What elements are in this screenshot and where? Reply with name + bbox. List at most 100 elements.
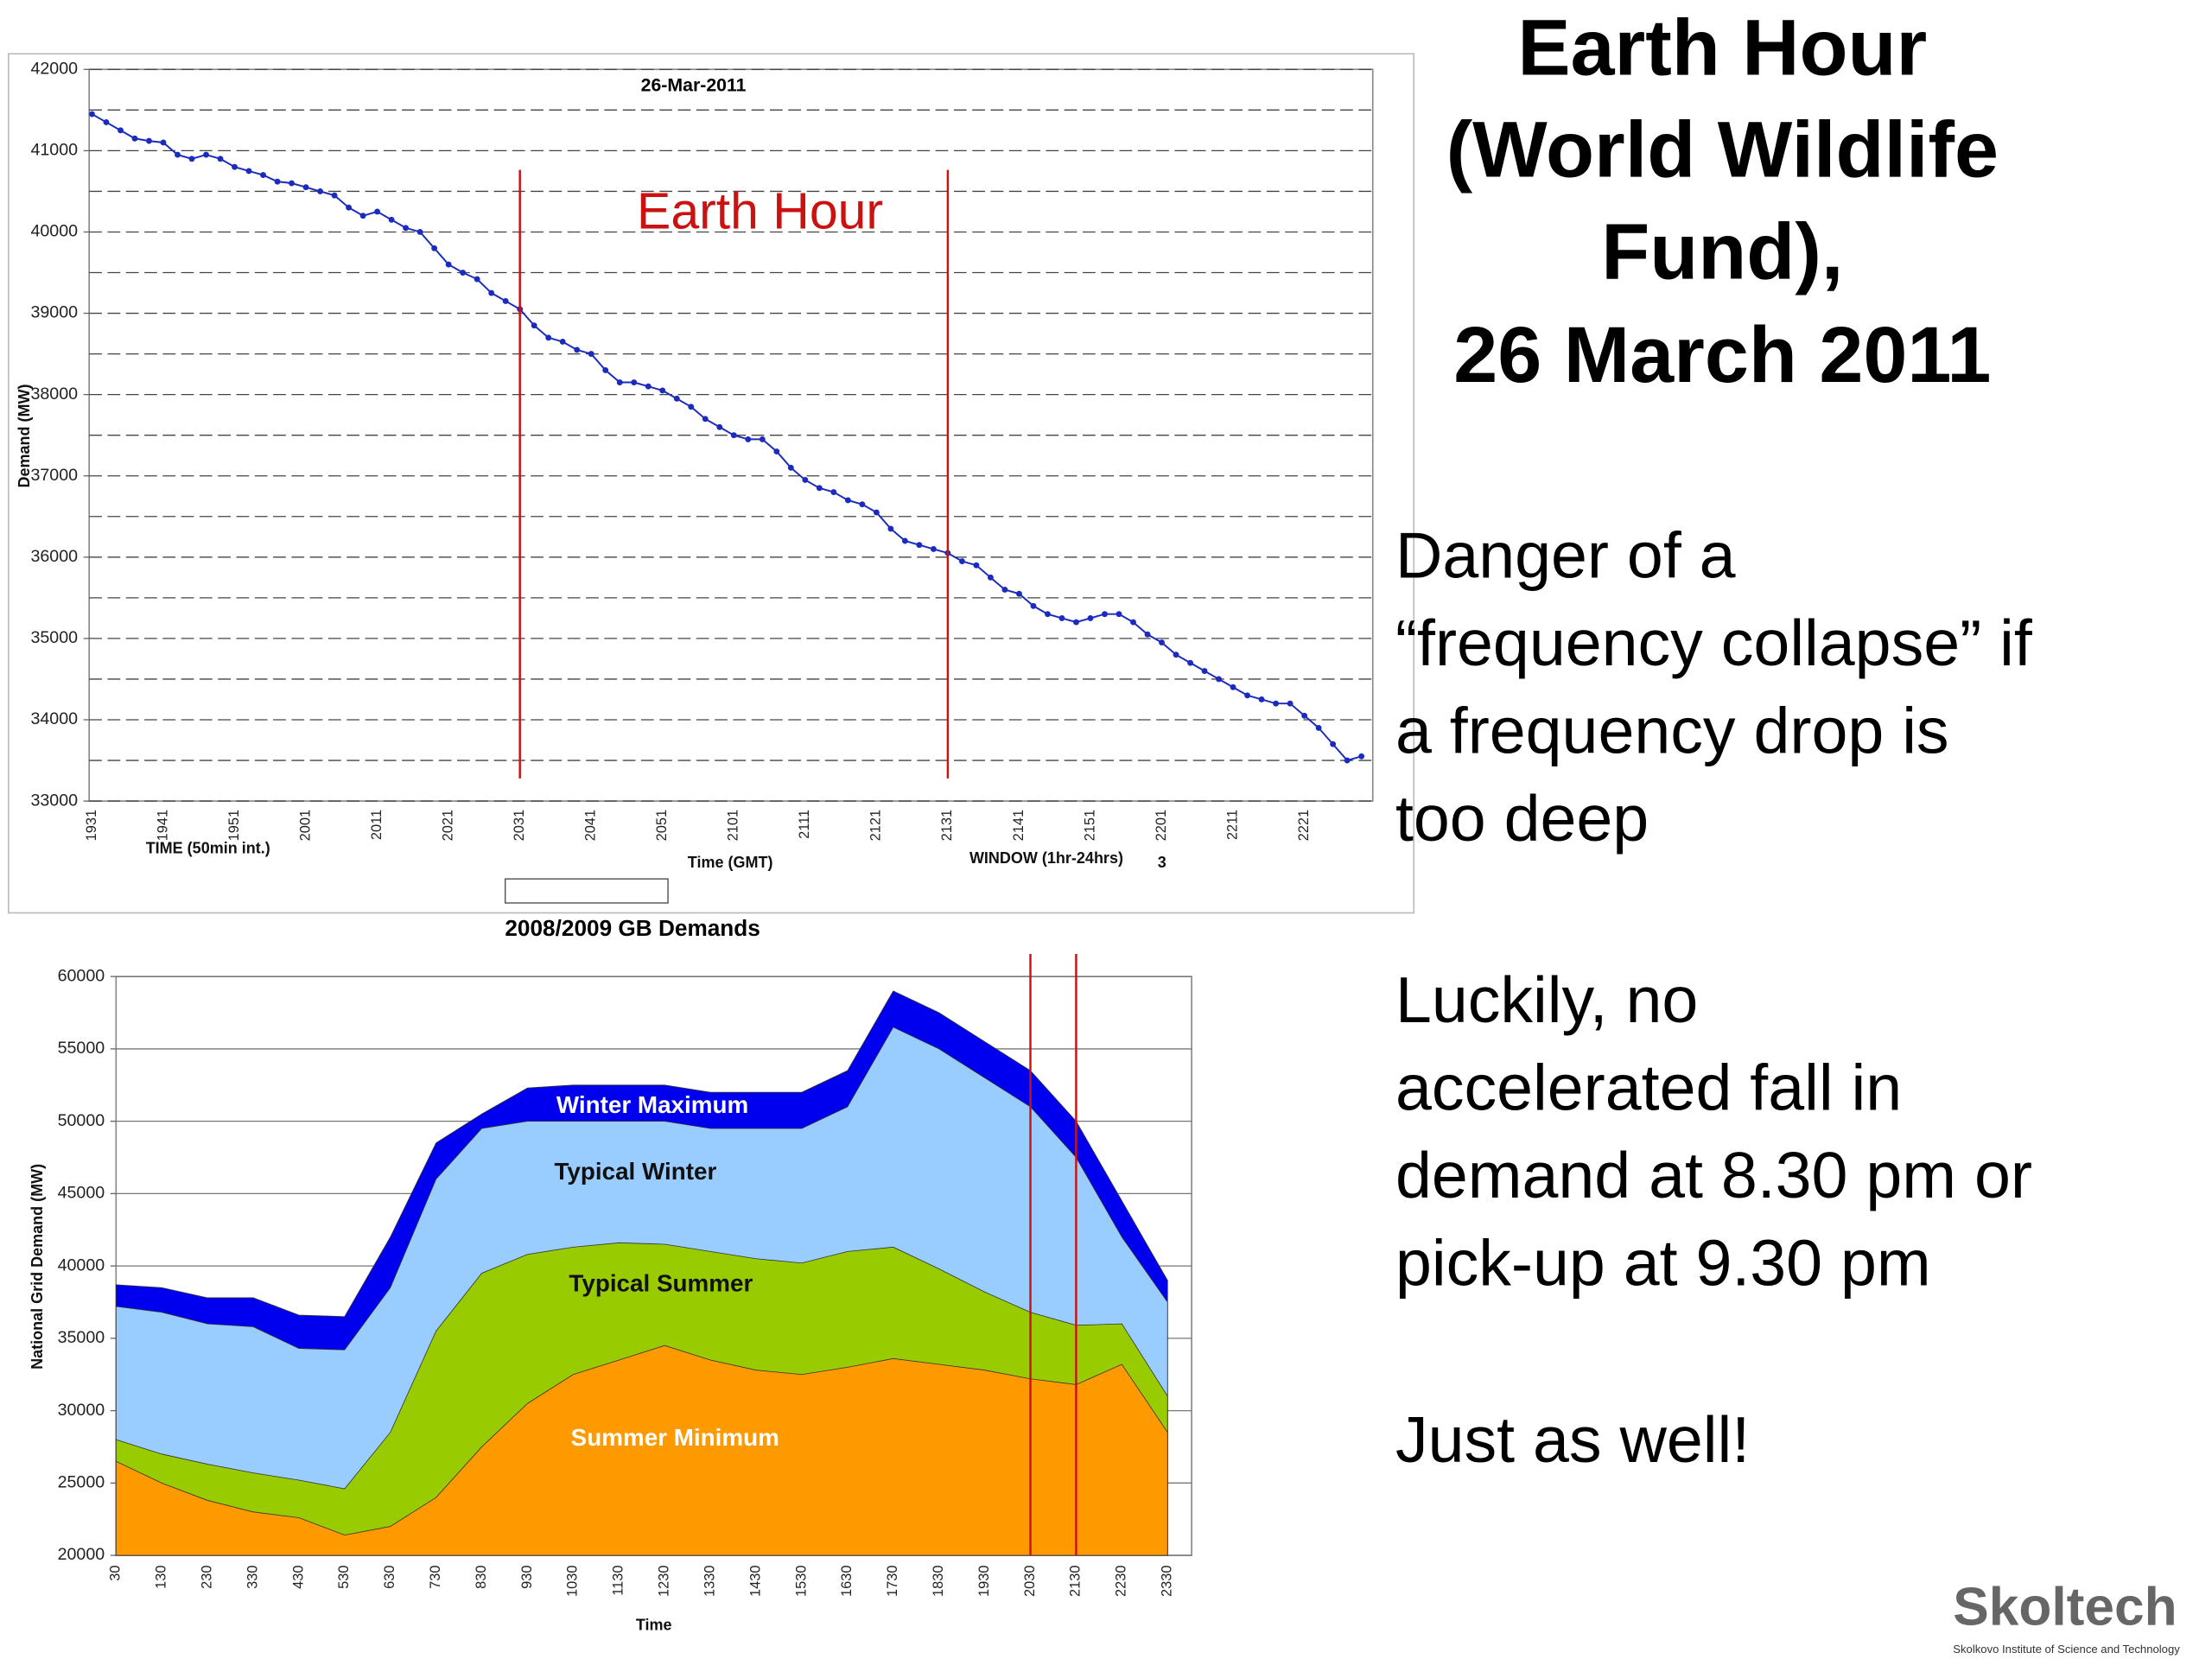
- point: [702, 416, 709, 423]
- point: [217, 156, 224, 162]
- series-label: Typical Summer: [569, 1270, 753, 1297]
- x-tick-label: 2001: [297, 810, 313, 841]
- point: [388, 216, 395, 223]
- x-tick-label: 2131: [939, 810, 955, 841]
- point: [416, 229, 423, 235]
- point: [1045, 611, 1051, 618]
- slide-title: (World Wildlife: [1446, 105, 1999, 194]
- chart-title: 2008/2009 GB Demands: [505, 915, 760, 941]
- body-text: “frequency collapse” if: [1395, 607, 2033, 679]
- logo: Skoltech: [1953, 1577, 2177, 1637]
- point: [873, 509, 880, 516]
- y-tick-label: 35000: [30, 628, 78, 647]
- chart-title: 26-Mar-2011: [641, 75, 747, 96]
- x-axis-label: Time (GMT): [688, 854, 773, 871]
- y-tick-label: 20000: [58, 1545, 105, 1564]
- body-text: accelerated fall in: [1395, 1051, 1902, 1123]
- point: [1301, 712, 1308, 719]
- point: [588, 351, 594, 358]
- x-tick-label: 2130: [1068, 1566, 1084, 1597]
- point: [545, 334, 552, 341]
- point: [531, 322, 537, 329]
- note: WINDOW (1hr-24hrs): [969, 849, 1123, 867]
- logo-caption: Skolkovo Institute of Science and Techno…: [1953, 1643, 2180, 1656]
- body-text: pick-up at 9.30 pm: [1395, 1226, 1931, 1299]
- point: [317, 188, 324, 194]
- y-tick-label: 45000: [58, 1184, 105, 1203]
- point: [403, 225, 410, 232]
- y-tick-label: 40000: [30, 222, 78, 241]
- x-tick-label: 430: [290, 1566, 306, 1589]
- x-tick-label: 1930: [976, 1566, 992, 1597]
- point: [1244, 692, 1251, 699]
- series-label: Typical Winter: [554, 1158, 716, 1185]
- point: [474, 276, 480, 283]
- y-tick-label: 38000: [30, 385, 78, 404]
- x-tick-label: 2201: [1154, 810, 1169, 841]
- x-tick-label: 2330: [1160, 1566, 1175, 1597]
- body-text: too deep: [1395, 782, 1649, 855]
- point: [175, 151, 181, 158]
- x-tick-label: 2121: [868, 810, 884, 841]
- point: [773, 448, 780, 454]
- x-tick-label: 1530: [793, 1566, 809, 1597]
- series-label: Winter Maximum: [556, 1091, 748, 1118]
- point: [103, 119, 110, 125]
- series-label: Summer Minimum: [571, 1424, 779, 1451]
- point: [659, 387, 666, 394]
- x-tick-label: 1941: [155, 810, 170, 841]
- point: [673, 395, 680, 402]
- point: [1358, 753, 1365, 760]
- point: [844, 497, 851, 504]
- y-tick-label: 35000: [58, 1328, 105, 1347]
- point: [131, 135, 138, 142]
- point: [645, 383, 652, 390]
- point: [816, 485, 823, 492]
- point: [859, 501, 866, 508]
- point: [631, 379, 638, 385]
- annotation: Earth Hour: [637, 184, 883, 240]
- point: [559, 339, 566, 345]
- point: [1330, 741, 1337, 747]
- x-tick-label: 2151: [1082, 810, 1097, 841]
- y-tick-label: 42000: [30, 59, 78, 78]
- point: [745, 435, 752, 442]
- y-tick-label: 33000: [30, 791, 78, 810]
- x-tick-label: 930: [519, 1566, 535, 1589]
- point: [602, 366, 609, 373]
- point: [146, 137, 152, 144]
- body-text: demand at 8.30 pm or: [1395, 1139, 2032, 1211]
- x-tick-label: 2221: [1296, 810, 1312, 841]
- point: [302, 184, 309, 191]
- point: [787, 464, 794, 471]
- point: [260, 172, 266, 179]
- x-tick-label: 1931: [84, 810, 99, 841]
- x-tick-label: 1730: [885, 1566, 900, 1597]
- y-tick-label: 39000: [30, 303, 78, 322]
- point: [1201, 668, 1208, 674]
- point: [1144, 631, 1151, 638]
- x-tick-label: 2041: [583, 810, 599, 841]
- chart-1: 33000 34000 35000 36000 37000 38000 39000 40000…: [16, 59, 1374, 871]
- point: [245, 168, 252, 175]
- point: [730, 432, 737, 439]
- x-tick-label: 1330: [702, 1566, 717, 1597]
- x-tick-label: 230: [199, 1566, 214, 1589]
- y-tick-label: 36000: [30, 547, 78, 566]
- x-tick-label: 2141: [1011, 810, 1027, 841]
- point: [1344, 757, 1351, 764]
- point: [359, 213, 366, 219]
- point: [688, 404, 695, 410]
- slide-title: Fund),: [1601, 207, 1843, 296]
- body-text: Danger of a: [1395, 519, 1736, 592]
- area: [115, 1344, 1168, 1556]
- y-tick-label: 41000: [30, 141, 78, 160]
- x-tick-label: 1830: [931, 1566, 946, 1597]
- x-tick-label: 1630: [839, 1566, 855, 1597]
- point: [374, 208, 381, 215]
- point: [1001, 587, 1008, 593]
- point: [1130, 619, 1136, 626]
- point: [1030, 602, 1037, 609]
- point: [431, 245, 438, 251]
